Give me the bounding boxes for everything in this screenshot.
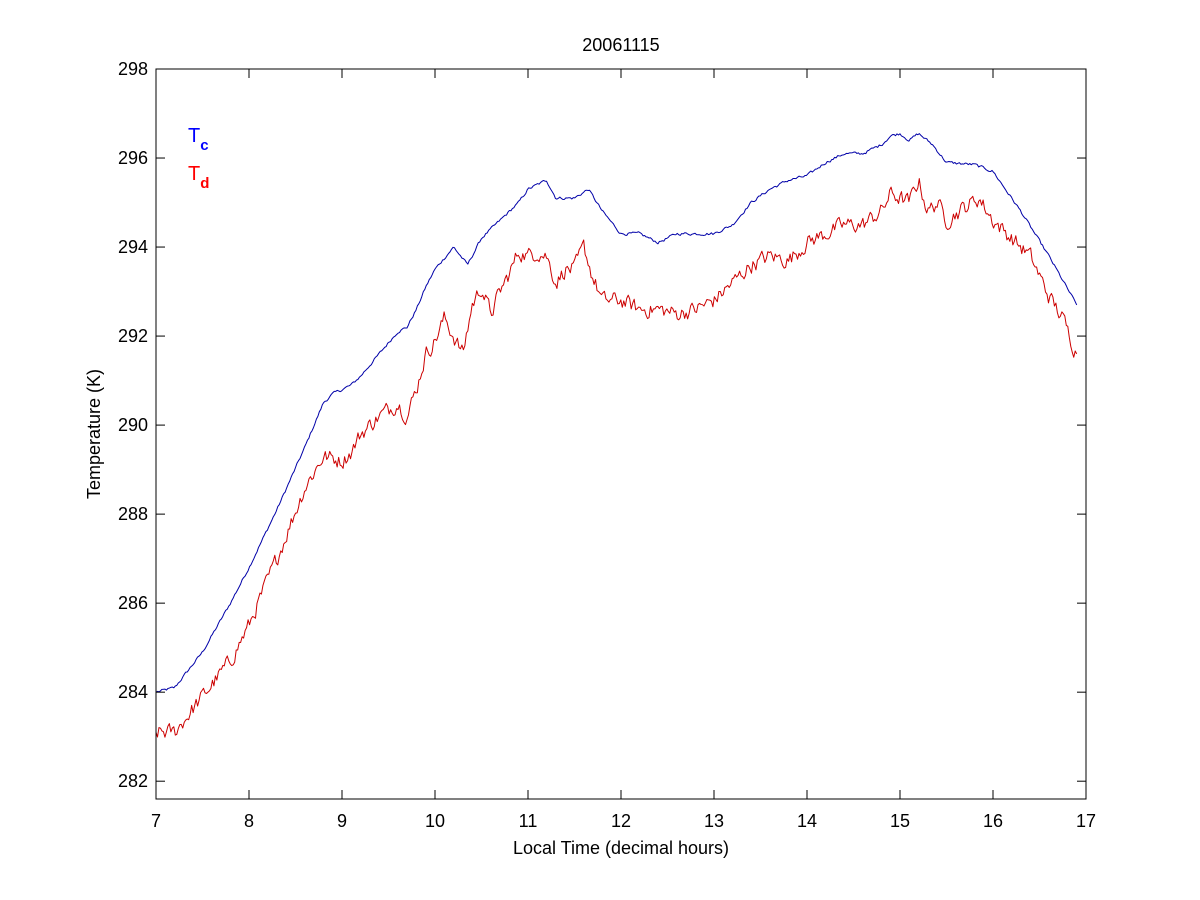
legend-entry-0: Tc	[188, 125, 209, 154]
y-axis-label: Temperature (K)	[84, 369, 104, 499]
y-tick-label: 294	[118, 237, 148, 257]
legend-subscript: c	[200, 137, 208, 154]
x-tick-label: 14	[797, 811, 817, 831]
series-layer	[156, 133, 1078, 738]
x-tick-label: 8	[244, 811, 254, 831]
legend-entry-1: Td	[188, 163, 209, 192]
x-tick-label: 11	[519, 811, 538, 831]
series-line-0	[156, 133, 1078, 693]
x-axis: 7 8 9 10 11 12 13 14 15 16 17	[151, 69, 1096, 831]
legend-label: T	[188, 163, 200, 185]
x-tick-label: 10	[425, 811, 445, 831]
y-tick-label: 288	[118, 504, 148, 524]
y-axis: 282 284 286 288 290 292 294 296 298	[118, 59, 1086, 791]
y-tick-label: 296	[118, 148, 148, 168]
x-axis-label: Local Time (decimal hours)	[513, 838, 729, 858]
y-tick-label: 292	[118, 326, 148, 346]
y-tick-label: 284	[118, 682, 148, 702]
y-tick-label: 298	[118, 59, 148, 79]
series-line-1	[156, 178, 1078, 738]
y-tick-label: 282	[118, 771, 148, 791]
x-tick-label: 12	[611, 811, 631, 831]
x-tick-label: 7	[151, 811, 161, 831]
legend-label: T	[188, 125, 200, 147]
x-tick-label: 16	[983, 811, 1003, 831]
x-tick-label: 17	[1076, 811, 1096, 831]
x-tick-label: 9	[337, 811, 347, 831]
y-tick-label: 286	[118, 593, 148, 613]
legend-subscript: d	[200, 175, 209, 192]
x-tick-label: 15	[890, 811, 910, 831]
x-tick-label: 13	[704, 811, 724, 831]
y-tick-label: 290	[118, 415, 148, 435]
chart-title: 20061115	[582, 35, 659, 55]
